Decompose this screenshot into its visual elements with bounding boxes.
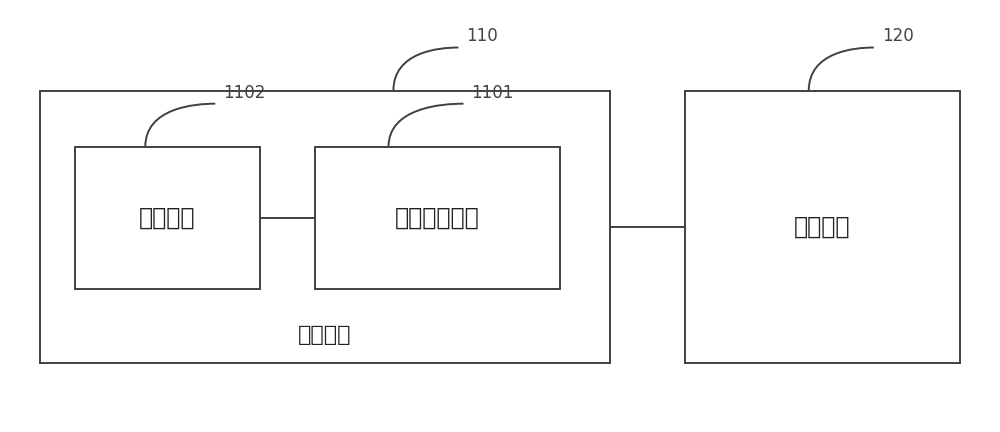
Text: 储能元件: 储能元件 bbox=[139, 206, 196, 230]
Text: 1102: 1102 bbox=[223, 83, 266, 102]
Text: 110: 110 bbox=[466, 27, 498, 45]
Text: 120: 120 bbox=[882, 27, 914, 45]
Text: 能量变换电路: 能量变换电路 bbox=[395, 206, 480, 230]
Text: 储能模块: 储能模块 bbox=[298, 325, 352, 345]
Bar bbox=[685, 91, 960, 363]
Bar bbox=[315, 147, 560, 289]
Bar bbox=[75, 147, 260, 289]
Bar bbox=[40, 91, 610, 363]
Text: 控制模块: 控制模块 bbox=[794, 215, 851, 239]
Text: 1101: 1101 bbox=[472, 83, 514, 102]
